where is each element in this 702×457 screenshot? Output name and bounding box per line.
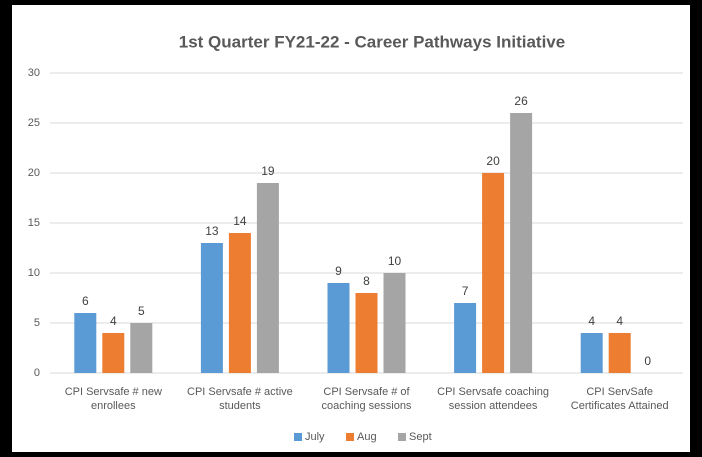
data-label: 13 bbox=[205, 224, 219, 238]
data-label: 20 bbox=[486, 154, 500, 168]
bar bbox=[383, 273, 406, 373]
bar bbox=[256, 183, 279, 373]
y-tick-label: 25 bbox=[28, 117, 40, 129]
legend-label: Aug bbox=[357, 431, 377, 443]
legend-label: July bbox=[305, 431, 325, 443]
x-tick-label: CPI Servsafe # active students bbox=[187, 386, 293, 412]
y-tick-label: 5 bbox=[34, 317, 40, 329]
legend-swatch bbox=[398, 433, 406, 441]
data-label: 10 bbox=[388, 254, 402, 268]
y-tick-label: 30 bbox=[28, 67, 40, 79]
data-label: 7 bbox=[462, 284, 469, 298]
bar bbox=[130, 323, 153, 373]
data-label: 0 bbox=[644, 354, 651, 368]
legend-label: Sept bbox=[409, 431, 432, 443]
y-tick-label: 0 bbox=[34, 367, 40, 379]
bar bbox=[327, 283, 350, 373]
x-tick-label: CPI ServSafe Certificates Attained bbox=[570, 386, 669, 412]
legend-swatch bbox=[294, 433, 302, 441]
data-label: 6 bbox=[82, 294, 89, 308]
bar bbox=[482, 173, 505, 373]
bar bbox=[454, 303, 477, 373]
data-label: 14 bbox=[233, 214, 247, 228]
bar bbox=[355, 293, 378, 373]
y-tick-label: 15 bbox=[28, 217, 40, 229]
data-label: 4 bbox=[110, 314, 117, 328]
x-tick-label: CPI Servsafe # new enrollees bbox=[64, 386, 162, 412]
y-tick-label: 10 bbox=[28, 267, 40, 279]
data-label: 4 bbox=[588, 314, 595, 328]
bar bbox=[74, 313, 97, 373]
bar bbox=[580, 333, 603, 373]
chart-title: 1st Quarter FY21-22 - Career Pathways In… bbox=[179, 32, 565, 51]
data-label: 19 bbox=[261, 164, 275, 178]
x-tick-label: CPI Servsafe coaching session attendees bbox=[437, 386, 550, 412]
data-label: 4 bbox=[616, 314, 623, 328]
data-label: 5 bbox=[138, 304, 145, 318]
y-tick-label: 20 bbox=[28, 167, 40, 179]
chart: 1st Quarter FY21-22 - Career Pathways In… bbox=[12, 5, 690, 452]
data-label: 9 bbox=[335, 264, 342, 278]
bar bbox=[510, 113, 533, 373]
bar bbox=[200, 243, 223, 373]
bar bbox=[608, 333, 631, 373]
legend-swatch bbox=[346, 433, 354, 441]
bar bbox=[102, 333, 125, 373]
data-label: 26 bbox=[514, 94, 528, 108]
data-label: 8 bbox=[363, 274, 370, 288]
bar bbox=[228, 233, 251, 373]
x-tick-label: CPI Servsafe # of coaching sessions bbox=[321, 386, 412, 412]
chart-svg: 1st Quarter FY21-22 - Career Pathways In… bbox=[28, 32, 683, 443]
